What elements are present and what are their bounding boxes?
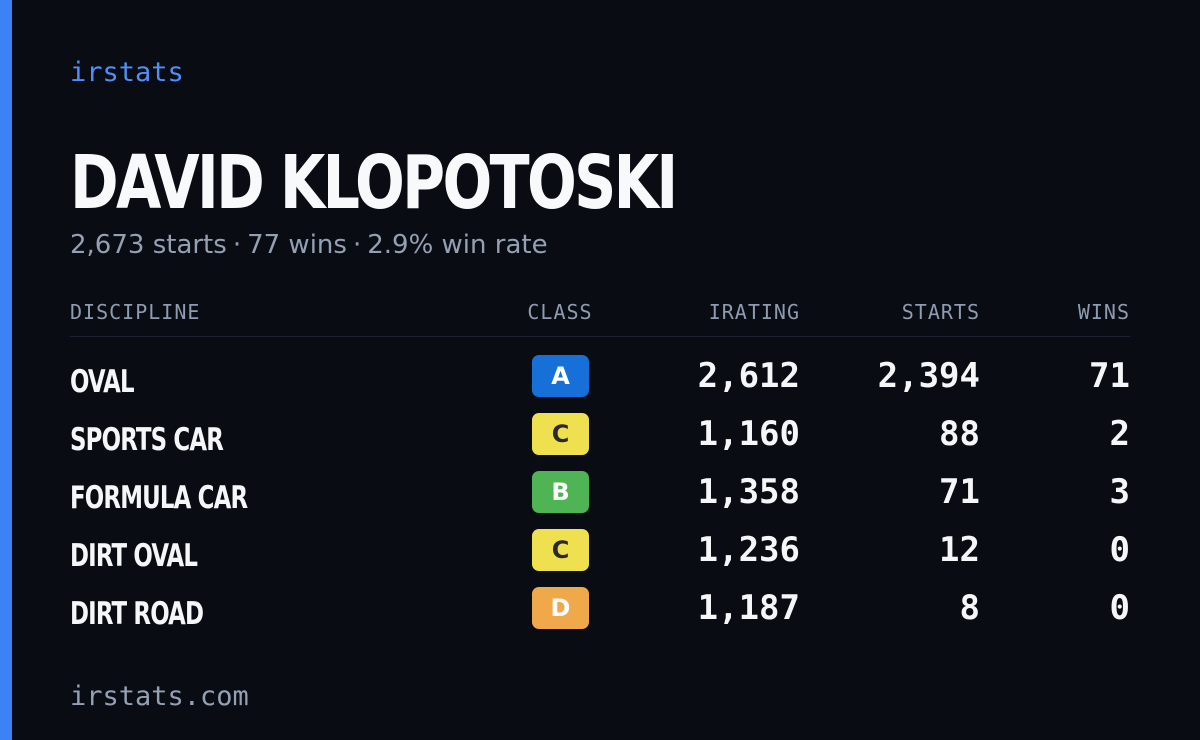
table-row: SPORTS CAR C 1,160 88 2 bbox=[70, 411, 1130, 469]
header-wins: WINS bbox=[1077, 300, 1130, 324]
total-starts: 2,673 starts bbox=[70, 230, 227, 260]
discipline-name: DIRT ROAD bbox=[70, 596, 204, 632]
starts-value: 71 bbox=[939, 472, 980, 512]
irating-value: 1,358 bbox=[697, 472, 800, 512]
discipline-name: OVAL bbox=[70, 364, 135, 400]
irating-value: 1,160 bbox=[697, 414, 800, 454]
class-badge: A bbox=[532, 355, 589, 397]
win-rate: 2.9% win rate bbox=[367, 230, 548, 260]
table-header: DISCIPLINE CLASS IRATING STARTS WINS bbox=[70, 296, 1130, 337]
starts-value: 8 bbox=[959, 588, 980, 628]
irating-value: 2,612 bbox=[697, 356, 800, 396]
discipline-name: FORMULA CAR bbox=[70, 480, 248, 516]
table-row: FORMULA CAR B 1,358 71 3 bbox=[70, 469, 1130, 527]
accent-bar bbox=[0, 0, 12, 740]
header-irating: IRATING bbox=[708, 300, 800, 324]
starts-value: 2,394 bbox=[877, 356, 980, 396]
wins-value: 71 bbox=[1089, 356, 1130, 396]
separator: · bbox=[352, 230, 362, 260]
header-class: CLASS bbox=[527, 300, 593, 324]
footer-url: irstats.com bbox=[70, 681, 249, 712]
starts-value: 12 bbox=[939, 530, 980, 570]
wins-value: 0 bbox=[1109, 530, 1130, 570]
discipline-name: SPORTS CAR bbox=[70, 422, 224, 458]
discipline-name: DIRT OVAL bbox=[70, 538, 198, 574]
header-starts: STARTS bbox=[901, 300, 980, 324]
wins-value: 2 bbox=[1109, 414, 1130, 454]
wins-value: 3 bbox=[1109, 472, 1130, 512]
table-body: OVAL A 2,612 2,394 71 SPORTS CAR C 1,160… bbox=[70, 353, 1130, 643]
class-badge: C bbox=[532, 413, 589, 455]
total-wins: 77 wins bbox=[247, 230, 347, 260]
header-discipline: DISCIPLINE bbox=[70, 300, 201, 324]
class-badge: B bbox=[532, 471, 589, 513]
irating-value: 1,236 bbox=[697, 530, 800, 570]
class-badge: C bbox=[532, 529, 589, 571]
driver-summary: 2,673 starts · 77 wins · 2.9% win rate bbox=[70, 229, 548, 261]
table-row: OVAL A 2,612 2,394 71 bbox=[70, 353, 1130, 411]
brand-logo: irstats bbox=[70, 57, 184, 88]
class-badge: D bbox=[532, 587, 589, 629]
irating-value: 1,187 bbox=[697, 588, 800, 628]
driver-name: DAVID KLOPOTOSKI bbox=[70, 140, 678, 226]
table-row: DIRT ROAD D 1,187 8 0 bbox=[70, 585, 1130, 643]
stats-table: DISCIPLINE CLASS IRATING STARTS WINS OVA… bbox=[70, 296, 1130, 643]
wins-value: 0 bbox=[1109, 588, 1130, 628]
table-row: DIRT OVAL C 1,236 12 0 bbox=[70, 527, 1130, 585]
starts-value: 88 bbox=[939, 414, 980, 454]
separator: · bbox=[232, 230, 242, 260]
